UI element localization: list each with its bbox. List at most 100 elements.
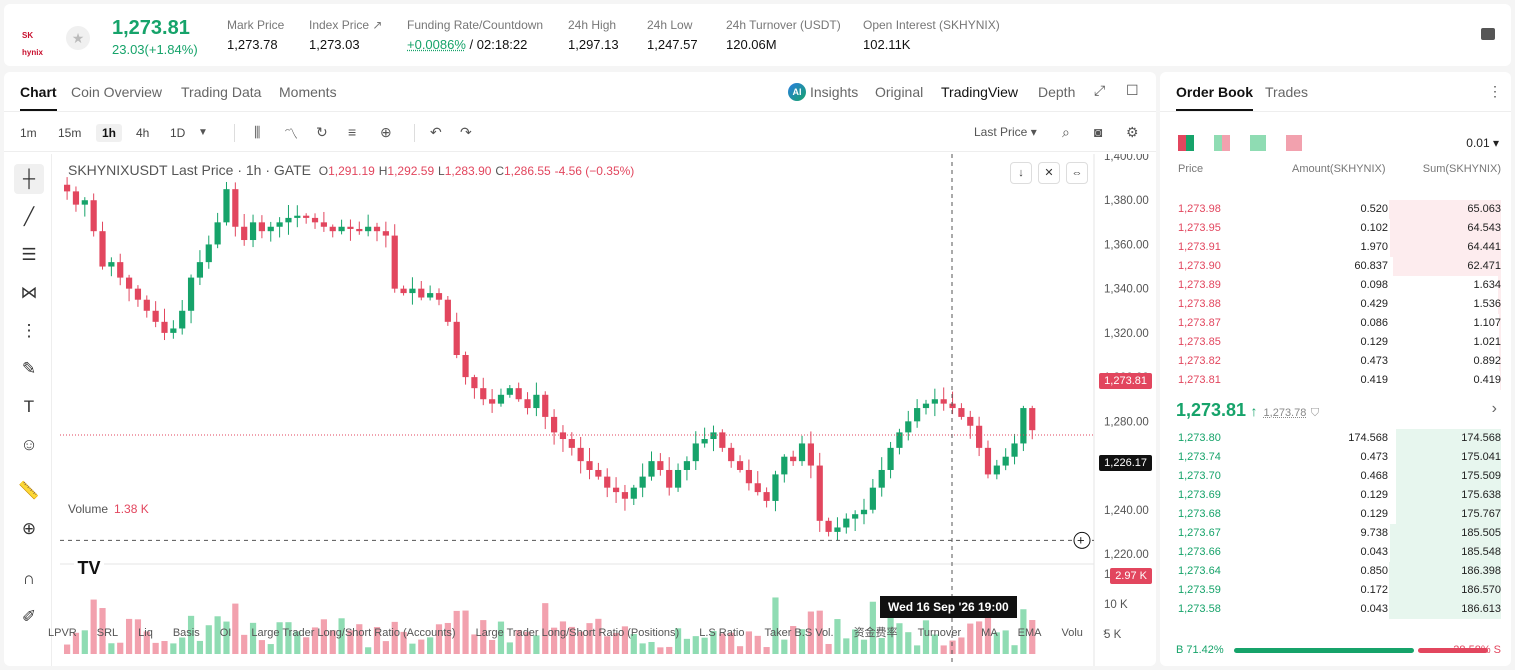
emoji-icon[interactable]: ☺ <box>20 435 38 454</box>
row-sum: 174.568 <box>1461 432 1501 444</box>
indicator-oi[interactable]: OI <box>219 627 232 639</box>
stat-index-price[interactable]: Index Price ↗ 1,273.03 <box>309 18 382 52</box>
timeframe-4h[interactable]: 4h <box>136 126 150 140</box>
tab-trades[interactable]: Trades <box>1265 84 1309 100</box>
indicator-ma[interactable]: MA <box>981 627 998 639</box>
ask-row[interactable]: 1,273.95 0.102 64.543 <box>1176 219 1501 238</box>
indicators-icon[interactable]: 〽 <box>284 126 298 142</box>
layout-asks-icon[interactable] <box>1286 135 1302 151</box>
indicator-volume[interactable]: Volu <box>1061 627 1083 639</box>
bid-row[interactable]: 1,273.74 0.473 175.041 <box>1176 448 1501 467</box>
camera-icon[interactable]: ◙ <box>1094 124 1103 140</box>
indicator-turnover[interactable]: Turnover <box>917 627 962 639</box>
bid-row[interactable]: 1,273.70 0.468 175.509 <box>1176 467 1501 486</box>
magnet-icon[interactable]: ∩ <box>22 569 36 588</box>
ask-row[interactable]: 1,273.91 1.970 64.441 <box>1176 238 1501 257</box>
ask-row[interactable]: 1,273.90 60.837 62.471 <box>1176 257 1501 276</box>
timeframe-1d[interactable]: 1D <box>170 126 186 140</box>
indicator-srl[interactable]: SRL <box>96 627 119 639</box>
search-icon[interactable]: ⌕ <box>1062 124 1070 140</box>
tab-moments[interactable]: Moments <box>279 84 337 100</box>
bid-row[interactable]: 1,273.59 0.172 186.570 <box>1176 581 1501 600</box>
pencil-lock-icon[interactable]: ✐ <box>21 607 37 626</box>
tab-chart[interactable]: Chart <box>20 84 57 111</box>
bid-row[interactable]: 1,273.69 0.129 175.638 <box>1176 486 1501 505</box>
tab-coin-overview[interactable]: Coin Overview <box>71 84 163 100</box>
candle-body <box>790 456 797 462</box>
indicator-lt-positions[interactable]: Large Trader Long/Short Ratio (Positions… <box>475 627 680 639</box>
view-insights[interactable]: Insights <box>810 84 859 100</box>
text-icon[interactable]: T <box>23 397 35 416</box>
timeframe-15m[interactable]: 15m <box>58 126 82 140</box>
view-tradingview[interactable]: TradingView <box>941 84 1019 100</box>
indicator-liq[interactable]: Liq <box>138 627 153 639</box>
add-alert-icon[interactable]: ⊕ <box>380 124 392 140</box>
more-vertical-icon[interactable]: ⋮ <box>1488 83 1502 99</box>
candle-body <box>754 483 761 493</box>
tab-order-book[interactable]: Order Book <box>1176 84 1254 111</box>
chevron-right-icon[interactable]: › <box>1102 627 1107 639</box>
templates-icon[interactable]: ≡ <box>348 124 357 140</box>
replay-icon[interactable]: ↻ <box>316 124 328 140</box>
indicator-taker-vol[interactable]: Taker B.S Vol. <box>764 627 834 639</box>
down-arrow-icon[interactable]: ↓ <box>1010 162 1032 184</box>
timeframe-dropdown-icon[interactable]: ▼ <box>198 127 208 138</box>
ask-row[interactable]: 1,273.81 0.419 0.419 <box>1176 371 1501 390</box>
gear-icon[interactable]: ⚙ <box>1126 124 1139 140</box>
indicator-lpvr[interactable]: LPVR <box>48 627 77 639</box>
crosshair-icon[interactable]: ┼ <box>14 164 44 194</box>
bid-row[interactable]: 1,273.68 0.129 175.767 <box>1176 505 1501 524</box>
current-price-label: 1,273.81 <box>1099 373 1152 389</box>
fullscreen-icon[interactable]: ⇔ <box>1066 162 1088 184</box>
timeframe-1m[interactable]: 1m <box>20 126 37 140</box>
layout-bids-icon[interactable] <box>1250 135 1266 151</box>
precision-select[interactable]: 0.01 ▾ <box>1466 136 1499 150</box>
ask-row[interactable]: 1,273.89 0.098 1.634 <box>1176 276 1501 295</box>
bid-row[interactable]: 1,273.58 0.043 186.613 <box>1176 600 1501 619</box>
ask-row[interactable]: 1,273.87 0.086 1.107 <box>1176 314 1501 333</box>
ask-row[interactable]: 1,273.85 0.129 1.021 <box>1176 333 1501 352</box>
pattern-icon[interactable]: ⋈ <box>20 283 38 302</box>
bid-row[interactable]: 1,273.80 174.568 174.568 <box>1176 429 1501 448</box>
collapse-icon[interactable]: ✕ <box>1038 162 1060 184</box>
ask-row[interactable]: 1,273.98 0.520 65.063 <box>1176 200 1501 219</box>
book-icon[interactable] <box>1481 28 1495 40</box>
indicator-lt-accounts[interactable]: Large Trader Long/Short Ratio (Accounts) <box>251 627 456 639</box>
expand-icon[interactable]: ⤢ <box>1094 82 1106 98</box>
redo-icon[interactable]: ↷ <box>460 124 472 140</box>
indicator-basis[interactable]: Basis <box>172 627 200 639</box>
view-original[interactable]: Original <box>875 84 924 100</box>
fib-icon[interactable]: ⋮ <box>20 321 38 340</box>
favorite-star-icon[interactable]: ★ <box>66 26 90 50</box>
channel-icon[interactable]: ☰ <box>21 245 37 264</box>
ruler-icon[interactable]: 📏 <box>18 481 40 500</box>
funding-rate-value[interactable]: +0.0086% <box>407 37 466 52</box>
view-depth[interactable]: Depth <box>1038 84 1076 100</box>
ai-insights-icon[interactable]: AI <box>788 83 806 101</box>
candlestick-chart[interactable]: 1,400.00 1,380.00 1,360.00 1,340.00 1,320.00… <box>4 154 1156 666</box>
undo-icon[interactable]: ↶ <box>430 124 442 140</box>
indicator-ema[interactable]: EMA <box>1017 627 1042 639</box>
layout-split-icon[interactable] <box>1214 135 1230 151</box>
price-source-select[interactable]: Last Price ▾ <box>974 125 1037 139</box>
zoom-in-icon[interactable]: ⊕ <box>21 519 37 538</box>
volume-bar <box>117 642 124 654</box>
row-sum: 175.041 <box>1461 451 1501 463</box>
indicator-ls-ratio[interactable]: L.S Ratio <box>699 627 745 639</box>
candle-body <box>958 408 965 417</box>
ask-row[interactable]: 1,273.82 0.473 0.892 <box>1176 352 1501 371</box>
candle-type-icon[interactable]: ⫼ <box>254 124 261 140</box>
bid-row[interactable]: 1,273.67 9.738 185.505 <box>1176 524 1501 543</box>
trendline-icon[interactable]: ╱ <box>23 207 35 226</box>
stat-label: Open Interest (SKHYNIX) <box>863 18 1000 32</box>
ask-row[interactable]: 1,273.88 0.429 1.536 <box>1176 295 1501 314</box>
brush-icon[interactable]: ✎ <box>21 359 37 378</box>
tab-trading-data[interactable]: Trading Data <box>181 84 262 100</box>
indicator-funding-rate[interactable]: 资金费率 <box>853 627 898 639</box>
bid-row[interactable]: 1,273.66 0.043 185.548 <box>1176 543 1501 562</box>
timeframe-1h[interactable]: 1h <box>96 124 123 142</box>
layout-both-icon[interactable] <box>1178 135 1194 151</box>
chevron-right-icon[interactable]: › <box>1491 400 1497 417</box>
window-icon[interactable]: ☐ <box>1126 82 1139 98</box>
bid-row[interactable]: 1,273.64 0.850 186.398 <box>1176 562 1501 581</box>
